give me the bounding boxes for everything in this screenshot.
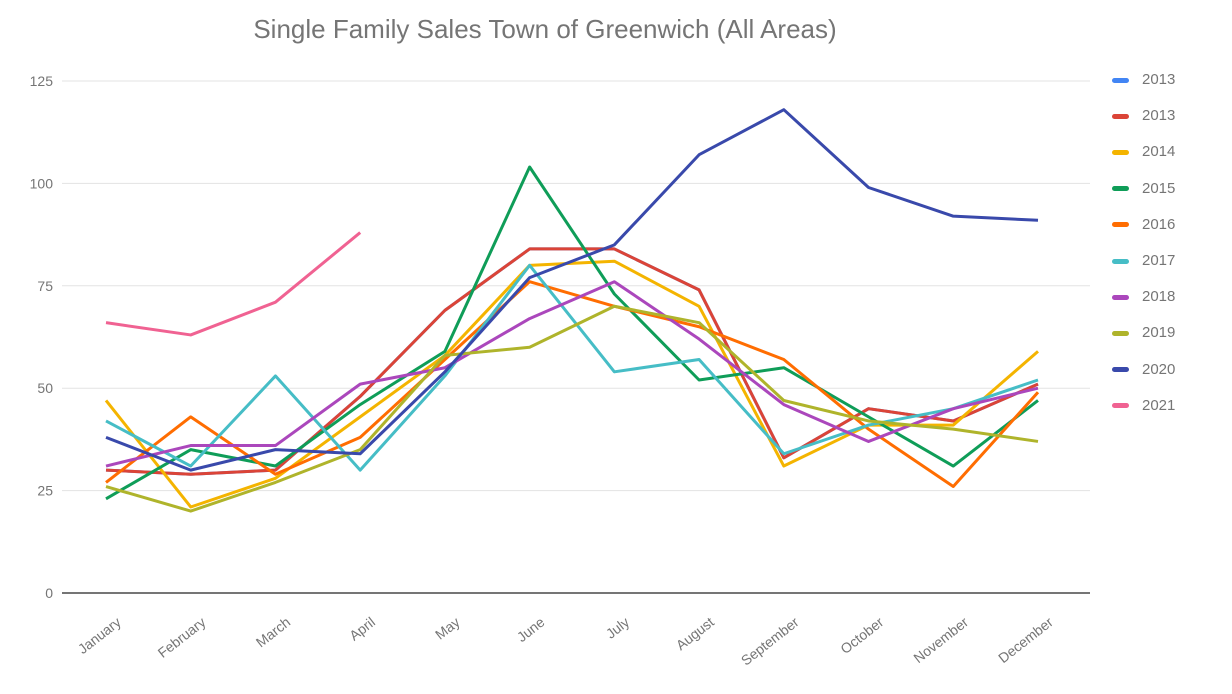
series-line-2016[interactable] [105, 280, 1040, 489]
x-tick-label: December [995, 614, 1056, 667]
legend-swatch-icon [1112, 294, 1129, 300]
x-tick-label: January [75, 614, 124, 657]
series-line-2020[interactable] [105, 108, 1039, 472]
legend-item-2018[interactable]: 2018 [1112, 289, 1175, 305]
x-tick-label: May [432, 614, 463, 643]
legend-label: 2013 [1142, 107, 1176, 125]
legend-item-2013[interactable]: 2013 [1112, 72, 1175, 88]
series-line-2019[interactable] [105, 304, 1039, 513]
x-tick-label: October [837, 614, 886, 657]
legend-item-2019[interactable]: 2019 [1112, 325, 1175, 341]
series-line-2021[interactable] [105, 231, 362, 337]
legend-item-2016[interactable]: 2016 [1112, 215, 1176, 233]
legend-label: 2013 [1142, 71, 1176, 88]
x-tick-label: September [738, 614, 802, 669]
legend-swatch-icon [1112, 222, 1129, 228]
chart-title: Single Family Sales Town of Greenwich (A… [253, 14, 837, 44]
legend-swatch-icon [1112, 186, 1129, 192]
y-tick-label: 0 [45, 585, 53, 601]
legend-item-2020[interactable]: 2020 [1112, 360, 1176, 378]
y-tick-label: 50 [37, 380, 53, 396]
y-tick-label: 25 [37, 483, 53, 499]
series-line-2013[interactable] [105, 247, 1039, 476]
legend-label: 2014 [1142, 143, 1176, 161]
legend-item-2014[interactable]: 2014 [1112, 144, 1175, 160]
legend-swatch-icon [1112, 113, 1129, 119]
legend-label: 2020 [1142, 360, 1176, 378]
x-tick-label: July [603, 614, 632, 642]
legend-item-2015[interactable]: 2015 [1112, 179, 1176, 197]
x-tick-label: August [673, 614, 717, 654]
y-tick-label: 100 [30, 175, 54, 191]
y-tick-label: 75 [37, 278, 53, 294]
legend-label: 2016 [1142, 215, 1176, 233]
legend-label: 2021 [1142, 396, 1176, 414]
legend-swatch-icon [1112, 367, 1129, 373]
legend-label: 2019 [1142, 324, 1176, 342]
x-tick-label: March [253, 614, 294, 651]
x-tick-label: February [155, 614, 209, 661]
x-tick-label: June [514, 614, 548, 645]
x-tick-label: April [346, 614, 378, 644]
legend-swatch-icon [1112, 258, 1129, 264]
legend-label: 2015 [1142, 179, 1176, 197]
legend-swatch-icon [1112, 330, 1129, 336]
y-tick-label: 125 [30, 73, 54, 89]
x-tick-label: November [910, 614, 971, 667]
legend-label: 2018 [1142, 288, 1176, 306]
series-line-2018[interactable] [105, 280, 1039, 468]
legend-swatch-icon [1112, 77, 1129, 83]
series-line-2013[interactable] [105, 247, 1039, 476]
legend-item-2013[interactable]: 2013 [1112, 108, 1175, 124]
series-line-2017[interactable] [105, 263, 1039, 472]
legend-item-2021[interactable]: 2021 [1112, 396, 1176, 414]
legend-item-2017[interactable]: 2017 [1112, 253, 1175, 269]
legend-swatch-icon [1112, 403, 1129, 409]
legend-swatch-icon [1112, 149, 1129, 155]
legend-label: 2017 [1142, 252, 1176, 269]
